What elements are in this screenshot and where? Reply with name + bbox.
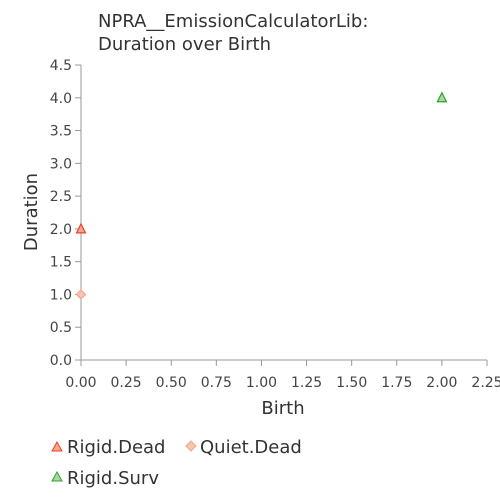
legend: Rigid.Dead Quiet.Dead Rigid.Surv	[52, 437, 302, 489]
y-tick-label: 2.5	[50, 189, 72, 205]
chart-title-line-2: Duration over Birth	[98, 34, 271, 55]
data-point-quiet-dead[interactable]	[77, 290, 86, 299]
x-tick-label: 2.25	[471, 375, 500, 391]
y-tick-label: 0.5	[50, 320, 72, 336]
x-tick-label: 0.00	[65, 375, 96, 391]
x-tick-label: 1.50	[336, 375, 367, 391]
legend-label: Rigid.Surv	[67, 468, 159, 489]
x-tick-label: 1.75	[381, 375, 412, 391]
legend-triangle-icon	[52, 442, 62, 451]
x-tick-label: 0.75	[201, 375, 232, 391]
y-axis-title: Duration	[21, 173, 42, 251]
y-tick-label: 2.0	[50, 222, 72, 238]
x-axis-title: Birth	[261, 398, 304, 419]
x-tick-label: 1.00	[246, 375, 277, 391]
legend-item-rigid-surv[interactable]: Rigid.Surv	[52, 468, 159, 489]
y-tick-label: 3.5	[50, 124, 72, 140]
y-tick-label: 4.0	[50, 91, 72, 107]
legend-diamond-icon	[186, 441, 196, 451]
x-tick-label: 0.25	[111, 375, 142, 391]
x-tick-label: 0.50	[156, 375, 187, 391]
axes: 0.00 0.25 0.50 0.75 1.00 1.25 1.50 1.75 2.00 2.25…	[50, 58, 500, 391]
y-tick-label: 0.0	[50, 353, 72, 369]
x-tick-label: 1.25	[291, 375, 322, 391]
legend-label: Quiet.Dead	[200, 437, 302, 458]
y-tick-label: 3.0	[50, 156, 72, 172]
legend-item-rigid-dead[interactable]: Rigid.Dead	[52, 437, 165, 458]
chart-title-line-1: NPRA__EmissionCalculatorLib:	[98, 11, 368, 32]
legend-item-quiet-dead[interactable]: Quiet.Dead	[186, 437, 302, 458]
legend-triangle-icon	[52, 472, 62, 481]
legend-label: Rigid.Dead	[67, 437, 165, 458]
y-tick-label: 4.5	[50, 58, 72, 74]
x-tick-label: 2.00	[426, 375, 457, 391]
data-point-rigid-surv[interactable]	[437, 93, 446, 102]
y-tick-label: 1.5	[50, 255, 72, 271]
y-tick-label: 1.0	[50, 287, 72, 303]
